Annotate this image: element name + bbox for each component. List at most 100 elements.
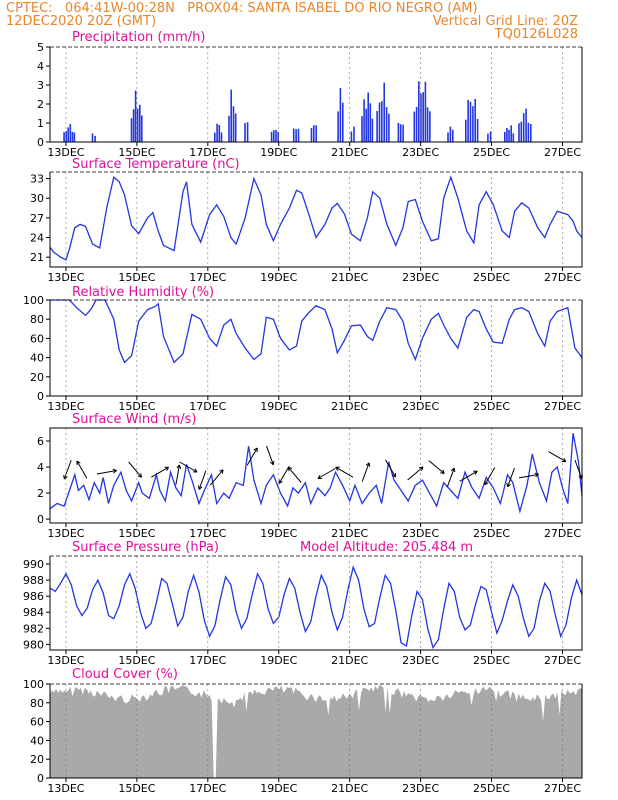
- y-tick-label: 5: [37, 41, 44, 54]
- precip-bar: [220, 132, 223, 142]
- x-tick-label: 23DEC: [402, 271, 439, 284]
- y-tick-label: 0: [37, 136, 44, 149]
- precip-bar: [397, 123, 400, 142]
- header-station-line: CPTEC: 064:41W-00:28N PROX04: SANTA ISAB…: [6, 1, 478, 16]
- precip-bar: [218, 125, 221, 142]
- y-tick-label: 6: [37, 435, 44, 448]
- precip-bar: [508, 129, 510, 142]
- precip-bar: [418, 81, 420, 142]
- y-tick-label: 27: [30, 212, 44, 225]
- x-tick-label: 13DEC: [47, 527, 84, 540]
- precip-bar: [350, 131, 353, 142]
- precip-bar: [385, 107, 388, 142]
- y-tick-label: 3: [37, 79, 44, 92]
- panel-2: [46, 171, 583, 271]
- wind-arrow: [175, 464, 182, 485]
- precip-bar: [530, 124, 532, 142]
- y-tick-label: 60: [30, 332, 44, 345]
- precip-bar: [518, 123, 520, 142]
- precip-bar: [295, 129, 297, 142]
- y-tick-label: 988: [23, 574, 44, 587]
- x-tick-label: 17DEC: [189, 654, 226, 667]
- series-line: [50, 299, 583, 364]
- precip-bar: [402, 124, 404, 142]
- panel-1: [46, 46, 583, 146]
- y-tick-label: 60: [30, 716, 44, 729]
- x-tick-label: 23DEC: [402, 654, 439, 667]
- x-tick-label: 19DEC: [260, 527, 297, 540]
- precip-bar: [367, 92, 369, 142]
- series-line: [49, 175, 583, 261]
- x-tick-label: 15DEC: [118, 271, 155, 284]
- y-tick-label: 0: [37, 390, 44, 403]
- x-tick-label: 25DEC: [473, 782, 510, 795]
- precip-bar: [487, 133, 489, 142]
- wind-arrow: [335, 466, 354, 478]
- precip-bar: [270, 131, 273, 142]
- wind-arrow: [76, 460, 88, 479]
- y-tick-label: 4: [37, 461, 44, 474]
- panel-subtitle: Model Altitude: 205.484 m: [300, 540, 473, 555]
- precip-bar: [381, 101, 383, 142]
- x-tick-label: 13DEC: [47, 654, 84, 667]
- precip-bar: [506, 128, 508, 142]
- x-tick-label: 21DEC: [331, 146, 368, 159]
- y-tick-label: 1: [37, 117, 44, 130]
- header-model-id: TQ0126L028: [494, 27, 578, 42]
- panel-frame: [49, 427, 583, 524]
- wind-arrow: [266, 445, 275, 466]
- panel-title: Precipitation (mm/h): [72, 30, 205, 45]
- precip-bar: [337, 111, 339, 142]
- precip-bar: [365, 108, 367, 142]
- cloud-cover-area: [50, 685, 582, 778]
- series-line: [49, 433, 583, 514]
- x-tick-label: 27DEC: [544, 271, 581, 284]
- precip-bar: [383, 82, 385, 142]
- precip-bar: [420, 93, 422, 142]
- wind-arrow: [151, 466, 170, 478]
- precip-bar: [136, 108, 139, 142]
- precip-bar: [413, 111, 416, 142]
- precip-bar: [474, 98, 476, 142]
- precip-bar: [449, 126, 452, 142]
- precip-bar: [363, 99, 365, 142]
- x-tick-label: 27DEC: [544, 782, 581, 795]
- precip-bar: [342, 102, 344, 142]
- x-tick-label: 17DEC: [189, 271, 226, 284]
- y-tick-label: 21: [30, 251, 44, 264]
- wind-arrow: [428, 460, 445, 474]
- precip-bar: [228, 115, 230, 142]
- precip-bar: [310, 128, 313, 142]
- x-tick-label: 21DEC: [331, 400, 368, 413]
- precip-bar: [376, 111, 378, 142]
- precip-bar: [504, 131, 506, 142]
- x-tick-label: 25DEC: [473, 527, 510, 540]
- y-tick-label: 986: [23, 590, 44, 603]
- x-tick-label: 13DEC: [47, 146, 84, 159]
- precip-bar: [277, 131, 279, 142]
- x-tick-label: 15DEC: [118, 146, 155, 159]
- x-tick-label: 27DEC: [544, 527, 581, 540]
- precip-bar: [313, 125, 315, 142]
- y-tick-label: 4: [37, 60, 44, 73]
- wind-arrow: [63, 460, 72, 480]
- x-tick-label: 25DEC: [473, 146, 510, 159]
- precip-bar: [510, 125, 512, 142]
- y-tick-label: 100: [23, 678, 44, 691]
- precip-bar: [232, 106, 235, 142]
- x-tick-label: 23DEC: [402, 146, 439, 159]
- x-tick-label: 15DEC: [118, 400, 155, 413]
- precip-bar: [371, 118, 374, 142]
- precip-bar: [415, 106, 418, 142]
- panel-title: Surface Temperature (nC): [72, 157, 240, 172]
- precip-bar: [378, 102, 381, 142]
- header-grid-line-note: Vertical Grid Line: 20Z: [432, 14, 578, 29]
- precip-bar: [132, 109, 135, 142]
- wind-arrow: [179, 461, 198, 473]
- precip-bar: [452, 129, 454, 142]
- precip-bar: [91, 133, 94, 142]
- y-tick-label: 40: [30, 352, 44, 365]
- x-tick-label: 21DEC: [331, 654, 368, 667]
- y-tick-label: 0: [37, 513, 44, 526]
